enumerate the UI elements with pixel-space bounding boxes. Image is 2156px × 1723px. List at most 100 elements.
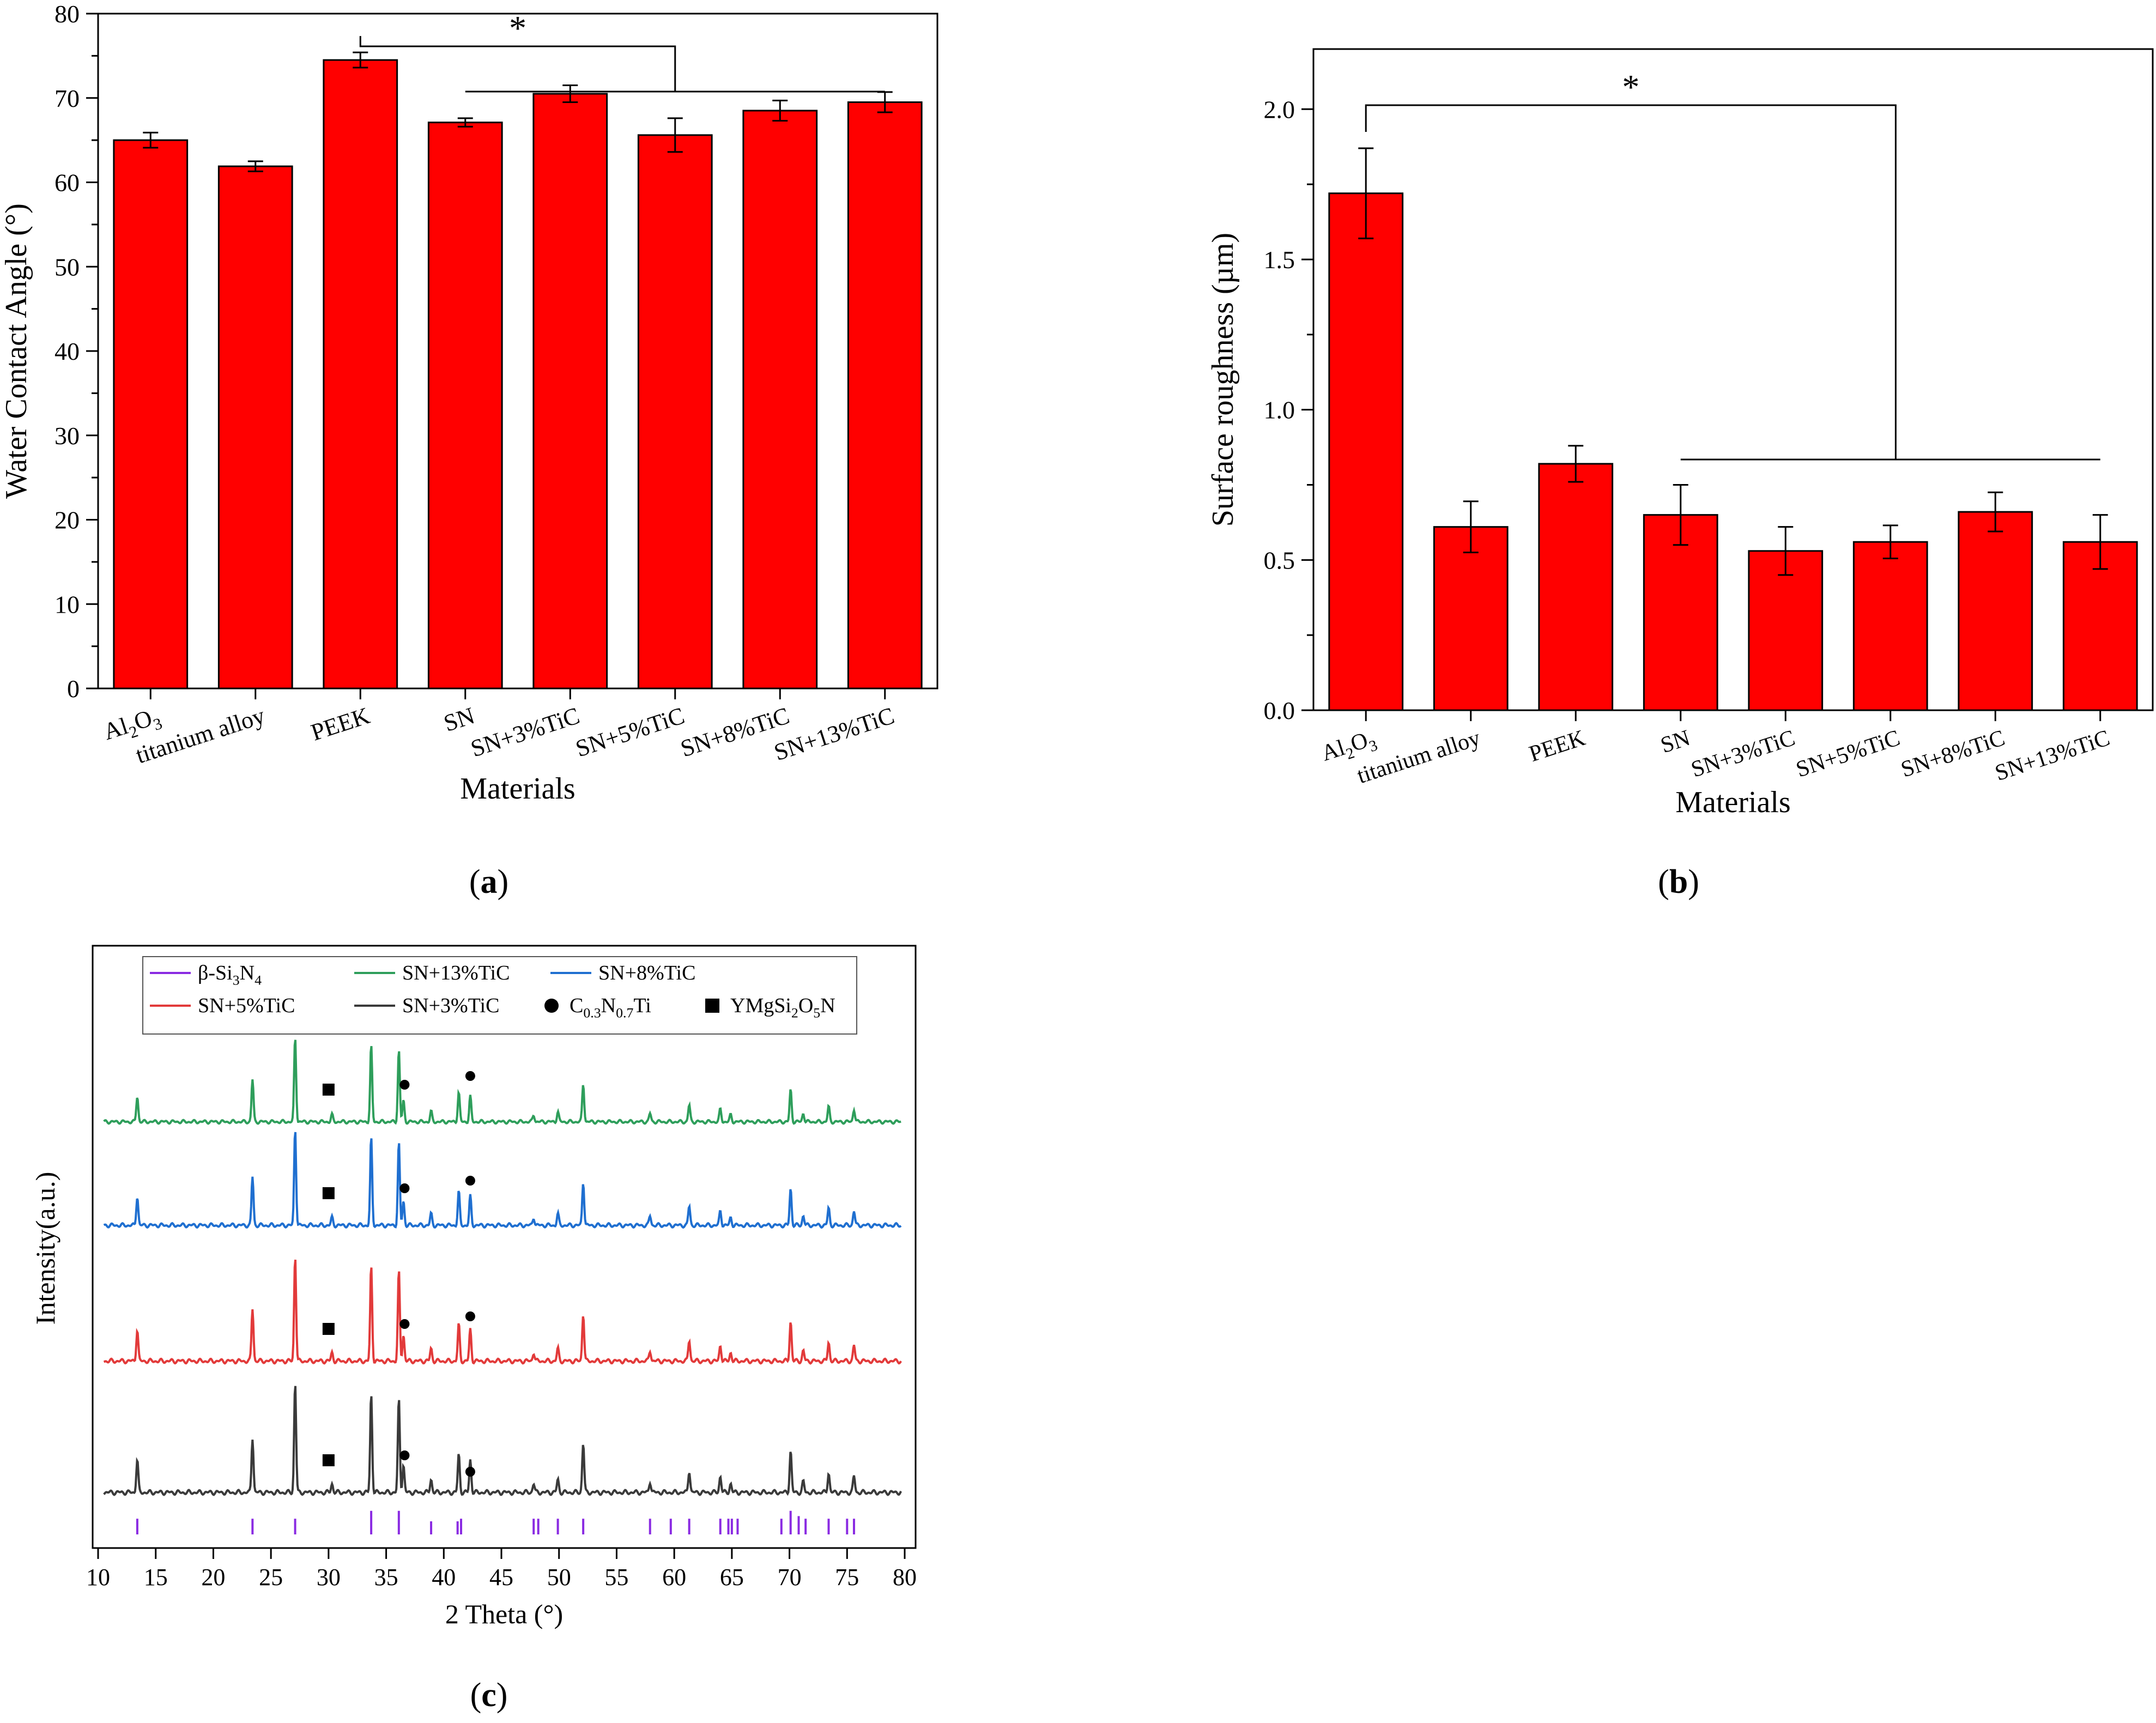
x-tick-label: 65 [720,1564,744,1591]
y-tick-label: 40 [54,337,80,365]
legend-label-sn-8-tic: SN+8%TiC [598,962,695,984]
bar-sn-8-tic [742,110,818,690]
text-part: N [240,962,255,984]
bar-sn-5-tic [637,134,713,690]
legend-label-si3n4: β-Si3N4 [198,962,262,988]
x-tick-label: 70 [778,1564,802,1591]
x-tick-label: 80 [893,1564,917,1591]
x-tick-label: 35 [374,1564,398,1591]
y-tick-label: 0.5 [1264,546,1295,574]
legend: β-Si3N4 SN+13%TiC SN+8%TiC SN+5%TiC SN+3%TiC… [142,956,857,1035]
y-tick-label: 2.0 [1264,95,1295,123]
y-tick-label: 50 [54,253,80,281]
bar-sn-3-tic [532,93,608,690]
subscript: 0.3 [583,1005,601,1021]
c03n07ti-marker [465,1311,475,1321]
subscript: 0.7 [616,1005,633,1021]
y-tick-label: 10 [54,590,80,618]
significance-star: * [1622,68,1639,106]
x-tick-label: 50 [547,1564,571,1591]
panel-label-a-letter: a [481,863,498,900]
y-tick-label: 30 [54,422,80,450]
x-tick-label: 40 [432,1564,456,1591]
legend-label-ymgsi2o5n: YMgSi2O5N [730,994,835,1021]
x-tick-label: 30 [317,1564,341,1591]
x-tick-label: 55 [604,1564,628,1591]
x-tick-label: 10 [86,1564,110,1591]
bar-al2o3 [113,139,189,690]
legend-label-sn-5-tic: SN+5%TiC [198,994,295,1017]
y-tick-label: 80 [54,0,80,28]
y-tick-label: 20 [54,506,80,534]
c03n07ti-marker [399,1319,410,1329]
significance-bracket [359,36,676,92]
legend-label-sn-3-tic: SN+3%TiC [402,994,499,1017]
subscript: 3 [233,972,240,988]
xrd-trace-sn-8-tic [103,1132,902,1229]
panel-label-c-letter: c [481,1677,496,1714]
x-axis-title: 2 Theta (°) [445,1599,563,1629]
x-axis-title: Materials [1675,785,1790,819]
text-part: N [601,994,616,1017]
c03n07ti-marker [465,1071,475,1081]
y-tick-label: 0 [67,675,80,703]
text-part: β-Si [198,962,233,984]
x-tick-label: 25 [259,1564,283,1591]
legend-label-c0-3n0-7ti: C0.3N0.7Ti [570,994,651,1021]
text-part: O [798,994,813,1017]
plot-frame [92,945,917,1549]
xrd-trace-sn-13-tic [103,1039,901,1125]
chart-c-xrd-pattern: 10 15 20 25 30 35 40 45 50 55 60 65 70 75 802 Theta (°… [30,945,917,1629]
subscript: 2 [791,1005,798,1021]
bar-titanium-alloy [217,165,293,690]
bar-sn-3-tic [1748,550,1824,711]
significance-bracket [1365,104,1897,460]
legend-label-sn-13-tic: SN+13%TiC [402,962,510,984]
y-axis-title: Intensity(a.u.) [30,1172,60,1325]
bar-sn [427,122,503,690]
panel-label-b: (b) [1658,863,1699,900]
y-tick-label: 0.0 [1264,697,1295,724]
c03n07ti-marker [399,1080,410,1090]
panel-label-b-letter: b [1669,863,1688,900]
ymgsi2o5n-marker [322,1084,335,1096]
y-tick-label: 60 [54,169,80,197]
x-tick-label: 45 [489,1564,513,1591]
xrd-trace-sn-3-tic [103,1386,902,1496]
x-tick-label: 15 [144,1564,168,1591]
panel-label-a: (a) [469,863,508,900]
plot-frame [1312,48,2154,711]
x-axis-title: Materials [460,772,575,806]
ymgsi2o5n-marker [322,1454,335,1466]
y-axis-title: Water Contact Angle (°) [0,203,33,499]
text-part: C [570,994,583,1017]
panel-label-c: (c) [470,1677,508,1714]
ymgsi2o5n-marker [322,1323,335,1335]
bar-peek [323,59,398,690]
significance-star: * [509,9,526,47]
text-part: Ti [633,994,651,1017]
c03n07ti-marker [399,1183,410,1193]
y-axis-title: Surface roughness (µm) [1206,233,1240,527]
legend-box [142,956,857,1035]
text-part: N [820,994,835,1017]
y-tick-label: 70 [54,84,80,112]
subscript: 5 [813,1005,820,1021]
x-tick-label: 60 [662,1564,686,1591]
y-tick-label: 1.0 [1264,396,1295,424]
x-tick-label: 20 [201,1564,225,1591]
c03n07ti-marker [465,1176,475,1186]
xrd-trace-sn-5-tic [103,1259,902,1365]
x-tick-label: 75 [835,1564,859,1591]
c03n07ti-marker [465,1467,475,1477]
bar-al2o3 [1328,192,1404,711]
legend-swatch-square [705,999,719,1013]
bar-sn-5-tic [1852,541,1928,711]
bar-peek [1538,463,1614,711]
legend-swatch-circle [544,999,559,1013]
text-part: YMgSi [730,994,791,1017]
bar-sn-8-tic [1958,511,2033,711]
bar-sn-13-tic [847,101,923,690]
c03n07ti-marker [399,1450,410,1460]
